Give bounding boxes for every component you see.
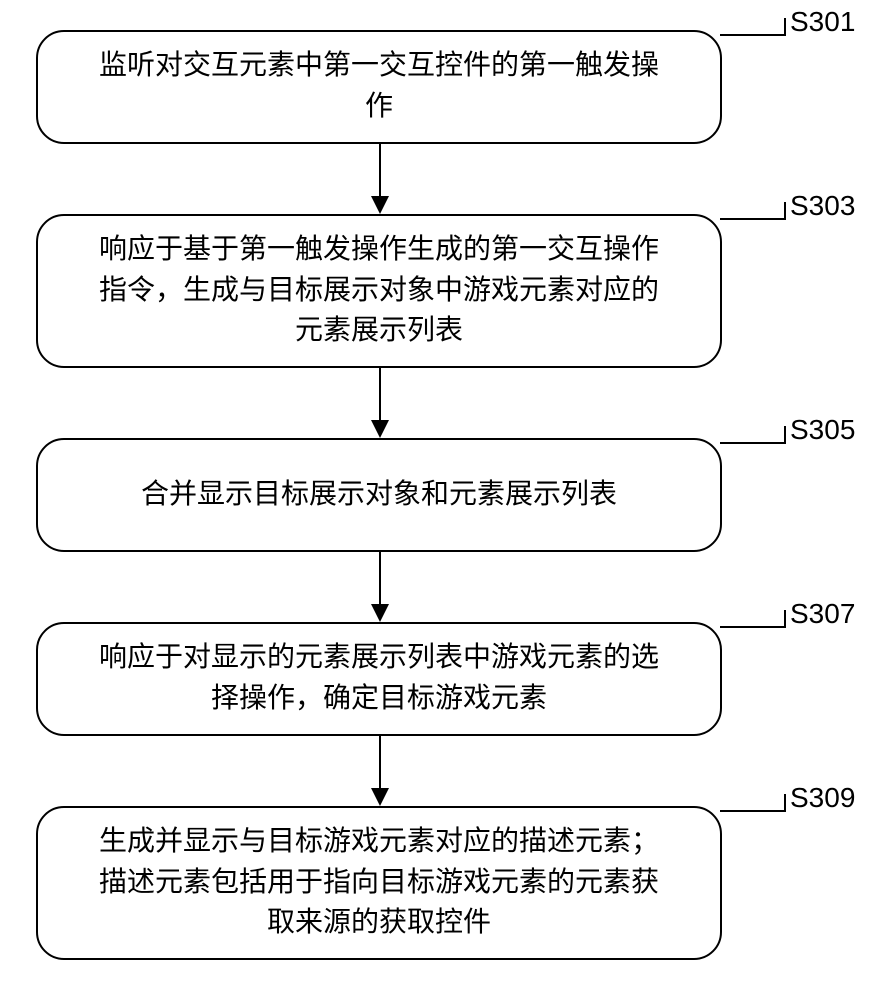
node-text: 响应于对显示的元素展示列表中游戏元素的选 择操作，确定目标游戏元素 xyxy=(99,638,659,719)
flowchart-node-s301: 监听对交互元素中第一交互控件的第一触发操 作 xyxy=(36,30,722,144)
flowchart-arrow xyxy=(379,552,381,604)
leader-line xyxy=(784,794,786,812)
leader-line xyxy=(784,18,786,36)
leader-line xyxy=(720,34,784,36)
step-label-s305: S305 xyxy=(790,414,855,446)
leader-line xyxy=(784,426,786,444)
flowchart-node-s309: 生成并显示与目标游戏元素对应的描述元素； 描述元素包括用于指向目标游戏元素的元素… xyxy=(36,806,722,960)
flowchart-node-s305: 合并显示目标展示对象和元素展示列表 xyxy=(36,438,722,552)
leader-line xyxy=(720,810,784,812)
arrow-head-icon xyxy=(371,196,389,214)
step-label-s307: S307 xyxy=(790,598,855,630)
flowchart-node-s307: 响应于对显示的元素展示列表中游戏元素的选 择操作，确定目标游戏元素 xyxy=(36,622,722,736)
node-text: 监听对交互元素中第一交互控件的第一触发操 作 xyxy=(99,46,659,127)
leader-line xyxy=(720,442,784,444)
node-text: 响应于基于第一触发操作生成的第一交互操作 指令，生成与目标展示对象中游戏元素对应… xyxy=(99,230,659,352)
step-label-s301: S301 xyxy=(790,6,855,38)
flowchart-arrow xyxy=(379,368,381,420)
arrow-head-icon xyxy=(371,604,389,622)
flowchart-arrow xyxy=(379,144,381,196)
flowchart-arrow xyxy=(379,736,381,788)
node-text: 合并显示目标展示对象和元素展示列表 xyxy=(141,475,617,516)
leader-line xyxy=(784,610,786,628)
node-text: 生成并显示与目标游戏元素对应的描述元素； 描述元素包括用于指向目标游戏元素的元素… xyxy=(99,822,659,944)
leader-line xyxy=(720,218,784,220)
flowchart-node-s303: 响应于基于第一触发操作生成的第一交互操作 指令，生成与目标展示对象中游戏元素对应… xyxy=(36,214,722,368)
step-label-s303: S303 xyxy=(790,190,855,222)
flowchart-canvas: 监听对交互元素中第一交互控件的第一触发操 作 S301 响应于基于第一触发操作生… xyxy=(0,0,878,1000)
leader-line xyxy=(784,202,786,220)
arrow-head-icon xyxy=(371,788,389,806)
arrow-head-icon xyxy=(371,420,389,438)
leader-line xyxy=(720,626,784,628)
step-label-s309: S309 xyxy=(790,782,855,814)
